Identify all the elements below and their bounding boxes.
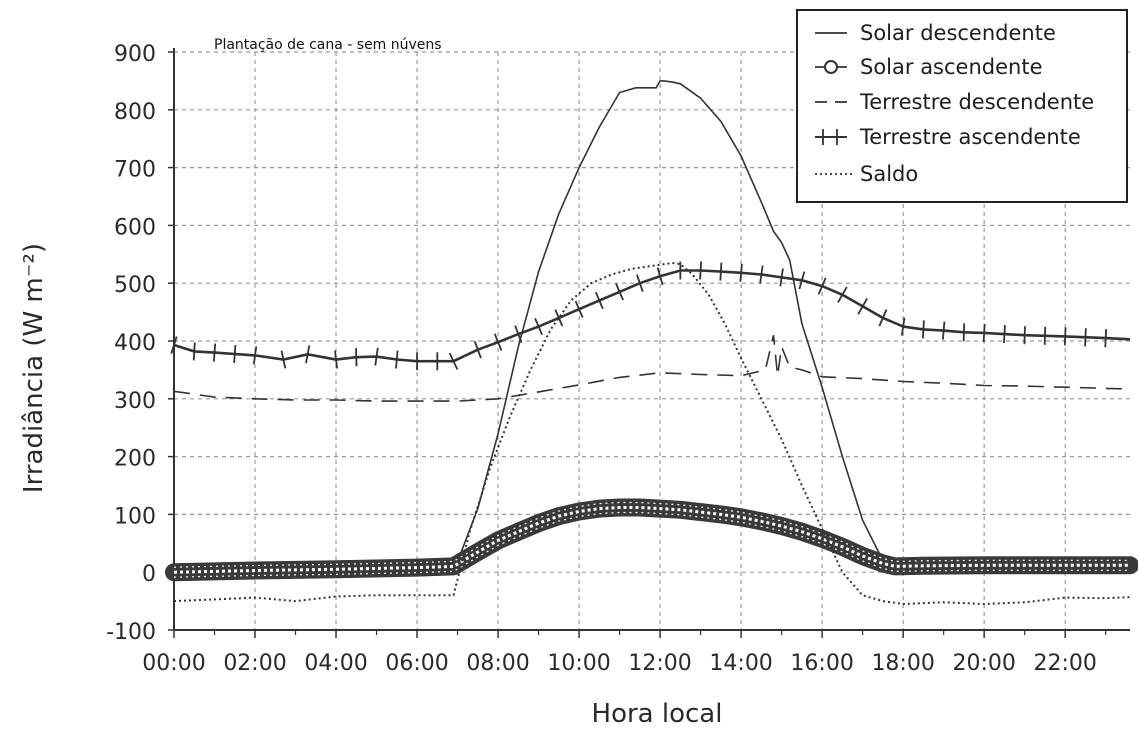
legend-symbol-circles bbox=[815, 60, 847, 74]
y-tick-labels: -100 0 100 200 300 400 500 600 700 800 900 bbox=[106, 42, 156, 645]
line-solar-ascendente-band bbox=[165, 498, 1138, 582]
plus-marker bbox=[636, 274, 644, 293]
x-tick-label: 10:00 bbox=[547, 651, 610, 676]
series-solar-descendente bbox=[174, 80, 1130, 573]
plus-marker bbox=[355, 348, 358, 367]
plus-marker bbox=[514, 325, 523, 343]
plus-marker bbox=[212, 343, 217, 362]
legend-label: Terrestre ascendente bbox=[859, 125, 1081, 149]
plus-marker bbox=[941, 321, 946, 340]
plus-marker bbox=[739, 263, 743, 282]
plus-marker bbox=[779, 268, 784, 287]
line-solar-ascendente-ring-bottom bbox=[173, 511, 1130, 578]
plus-marker bbox=[1104, 329, 1108, 348]
line-saldo bbox=[173, 261, 1131, 606]
y-tick-label: -100 bbox=[106, 620, 156, 645]
x-tick-label: 02:00 bbox=[223, 651, 286, 676]
plus-marker bbox=[719, 262, 723, 281]
legend: Solar descendente Solar ascendente Terrest… bbox=[796, 9, 1128, 203]
line-solar-ascendente-dots bbox=[173, 506, 1130, 574]
plus-marker bbox=[798, 271, 806, 290]
plus-marker bbox=[878, 309, 888, 327]
series-terrestre-ascendente bbox=[170, 261, 1131, 371]
legend-label: Solar descendente bbox=[860, 21, 1056, 45]
x-tick-labels: 00:00 02:00 04:00 06:00 08:00 10:00 12:00 14:00… bbox=[142, 651, 1097, 676]
plus-marker bbox=[305, 345, 311, 364]
x-tick-label: 06:00 bbox=[385, 651, 448, 676]
series-solar-ascendente bbox=[165, 498, 1138, 582]
chart-title: Plantação de cana - sem núvens bbox=[214, 37, 442, 53]
plus-marker bbox=[615, 283, 624, 301]
y-axis-title: Irradiância (W m⁻²) bbox=[19, 243, 49, 493]
plus-marker bbox=[656, 267, 664, 286]
plus-marker bbox=[170, 336, 178, 354]
line-solar-descendente bbox=[174, 80, 1130, 573]
plus-marker bbox=[817, 277, 827, 295]
x-axis-title: Hora local bbox=[592, 699, 723, 729]
line-terrestre-ascendente bbox=[173, 269, 1131, 363]
plus-marker bbox=[534, 317, 543, 336]
series-saldo bbox=[173, 261, 1131, 606]
plus-marker bbox=[982, 323, 986, 342]
plus-marker bbox=[594, 291, 604, 310]
y-tick-label: 900 bbox=[114, 42, 156, 67]
y-tick-label: 400 bbox=[114, 331, 156, 356]
plus-marker bbox=[1063, 327, 1067, 346]
plus-marker bbox=[334, 350, 338, 369]
x-tick-label: 22:00 bbox=[1033, 651, 1096, 676]
plus-marker bbox=[1023, 326, 1026, 345]
legend-label: Saldo bbox=[860, 162, 918, 186]
line-terrestre-descendente bbox=[173, 335, 1131, 402]
plus-marker bbox=[759, 265, 764, 284]
plus-marker bbox=[900, 317, 906, 336]
x-tick-label: 18:00 bbox=[871, 651, 934, 676]
x-tick-label: 00:00 bbox=[142, 651, 205, 676]
plus-marker bbox=[554, 309, 564, 327]
plus-marker bbox=[252, 346, 258, 365]
plus-marker bbox=[1084, 328, 1087, 347]
x-tick-label: 08:00 bbox=[466, 651, 529, 676]
y-tick-label: 700 bbox=[114, 158, 156, 183]
plus-marker bbox=[1003, 325, 1006, 344]
plus-marker bbox=[921, 320, 925, 339]
y-tick-label: 500 bbox=[114, 273, 156, 298]
plus-marker bbox=[962, 323, 966, 342]
plus-marker bbox=[374, 347, 379, 366]
plus-marker bbox=[233, 344, 237, 364]
plus-marker bbox=[493, 333, 503, 351]
series-lines bbox=[165, 80, 1138, 606]
x-tick-label: 20:00 bbox=[952, 651, 1015, 676]
y-tick-label: 100 bbox=[114, 504, 156, 529]
legend-symbol-plus bbox=[815, 129, 847, 145]
x-tick-label: 12:00 bbox=[628, 651, 691, 676]
legend-circle-marker bbox=[824, 60, 838, 74]
y-tick-label: 200 bbox=[114, 447, 156, 472]
plus-marker bbox=[192, 342, 196, 361]
plus-marker bbox=[395, 350, 399, 369]
x-tick-label: 04:00 bbox=[304, 651, 367, 676]
plus-marker bbox=[699, 261, 703, 280]
legend-label: Terrestre descendente bbox=[859, 90, 1094, 114]
plus-marker bbox=[473, 340, 482, 359]
legend-label: Solar ascendente bbox=[860, 55, 1043, 79]
y-tick-label: 800 bbox=[114, 100, 156, 125]
plus-marker bbox=[837, 286, 848, 304]
plus-marker bbox=[1043, 326, 1047, 345]
x-tick-label: 14:00 bbox=[709, 651, 772, 676]
legend-box bbox=[796, 9, 1128, 203]
plus-marker bbox=[448, 352, 459, 370]
plus-marker bbox=[280, 350, 287, 369]
series-terrestre-descendente bbox=[173, 335, 1131, 402]
y-tick-label: 0 bbox=[142, 562, 156, 587]
x-tick-label: 16:00 bbox=[790, 651, 853, 676]
y-tick-label: 600 bbox=[114, 215, 156, 240]
y-tick-label: 300 bbox=[114, 389, 156, 414]
plus-marker bbox=[857, 298, 868, 315]
plus-marker bbox=[574, 300, 584, 318]
line-solar-ascendente-ring-top bbox=[173, 501, 1130, 568]
